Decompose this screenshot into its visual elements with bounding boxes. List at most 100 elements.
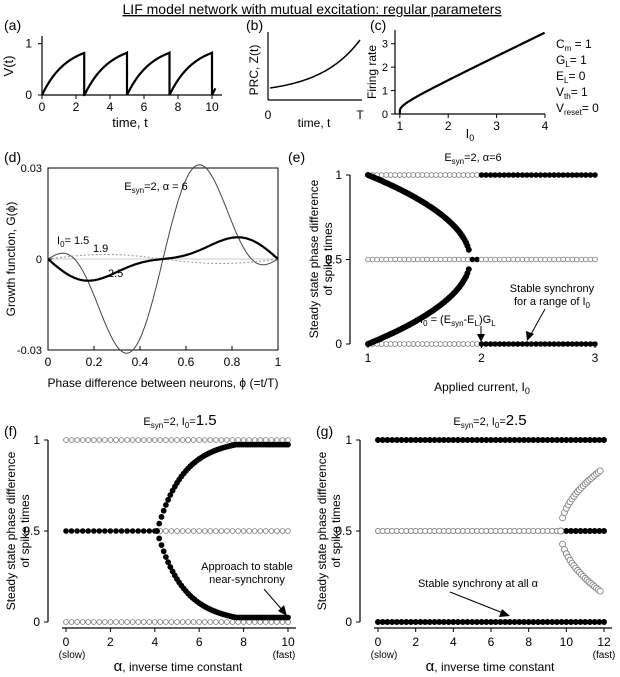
panel-e-point bbox=[474, 341, 480, 347]
panel-c-xtick-label: 3 bbox=[493, 119, 500, 133]
panel-e-xlabel: Applied current, I0 bbox=[434, 380, 530, 396]
panel-e-point bbox=[401, 172, 408, 178]
panel-f-point bbox=[160, 548, 167, 555]
panel-f-point bbox=[68, 528, 75, 534]
panel-e-point bbox=[592, 341, 598, 347]
panel-e-point bbox=[387, 341, 394, 347]
panel-f-point bbox=[207, 528, 214, 534]
panel-f-point bbox=[246, 437, 252, 443]
panel-f-points bbox=[63, 437, 291, 625]
panel-e-point bbox=[428, 256, 435, 263]
panel-e-point bbox=[406, 256, 412, 263]
panel-f-point bbox=[165, 559, 172, 566]
panel-g-xtick-label: 0 bbox=[375, 635, 382, 649]
panel-b: (b) 0 T time, t PRC, Z(t) bbox=[246, 17, 364, 130]
panel-f-point bbox=[129, 528, 136, 534]
panel-e-point bbox=[460, 341, 467, 347]
panel-e-point bbox=[560, 256, 566, 263]
panel-f-point bbox=[174, 437, 180, 443]
panel-f-point bbox=[146, 619, 153, 625]
panel-b-tick-T: T bbox=[356, 108, 364, 122]
panel-e-ytick-label: 1 bbox=[335, 168, 342, 182]
panel-f-point bbox=[224, 528, 230, 534]
panel-e-point bbox=[469, 341, 476, 347]
panel-f-point bbox=[190, 437, 197, 443]
panel-f-ytick-label: 0.5 bbox=[23, 524, 40, 538]
panel-c-ytick-label: 0 bbox=[382, 109, 388, 121]
panel-e-point bbox=[378, 172, 385, 178]
panel-e-point bbox=[560, 172, 566, 178]
panel-f-point bbox=[85, 437, 91, 443]
panel-e-point bbox=[533, 172, 539, 178]
panel-e-point bbox=[424, 256, 430, 263]
panel-e-point bbox=[505, 256, 512, 263]
panel-e-point bbox=[378, 341, 385, 347]
panel-e-point bbox=[578, 256, 585, 263]
panel-e-xtick-label: 1 bbox=[365, 351, 372, 365]
panel-e-point bbox=[564, 172, 571, 178]
panel-e-point bbox=[392, 341, 399, 347]
panel-e-point bbox=[415, 256, 421, 263]
panel-e-point bbox=[546, 256, 553, 263]
panel-f-point bbox=[162, 554, 169, 560]
panel-e-point bbox=[455, 172, 462, 178]
panel-b-prc-curve bbox=[269, 39, 361, 89]
panel-g-arrowhead bbox=[499, 609, 510, 617]
panel-e-point bbox=[519, 172, 526, 178]
panel-f-point bbox=[185, 437, 191, 443]
panel-f-point bbox=[174, 619, 180, 625]
panel-f-point bbox=[268, 528, 275, 534]
panel-f-point bbox=[107, 437, 114, 443]
panel-e-point bbox=[569, 341, 576, 347]
panel-f-point bbox=[235, 437, 241, 443]
panel-e-ytick-label: 0 bbox=[335, 337, 342, 351]
panel-f-point bbox=[74, 528, 80, 534]
panel-e-point bbox=[537, 172, 544, 178]
panel-e-point bbox=[442, 256, 449, 263]
panel-f-point bbox=[285, 441, 291, 448]
panel-e-point bbox=[555, 341, 562, 347]
panel-d-xlabel: Phase difference between neurons, ϕ (=t/… bbox=[48, 376, 279, 390]
panel-f-xtick-label: 10 bbox=[281, 635, 295, 649]
panel-e-point bbox=[510, 341, 517, 347]
panel-e-point bbox=[587, 341, 594, 347]
panel-e-point bbox=[569, 172, 576, 178]
panel-e-point bbox=[583, 172, 589, 178]
panel-f-point bbox=[174, 528, 180, 534]
panel-d-label-2.5: 2.5 bbox=[108, 268, 123, 280]
panel-e-ylabel-1: Steady state phase difference bbox=[307, 179, 321, 338]
panel-e-point bbox=[469, 172, 476, 178]
panel-e-point bbox=[583, 256, 589, 263]
panel-f-point bbox=[279, 437, 286, 443]
panel-e-point bbox=[433, 256, 439, 263]
panel-c-ytick-label: 2 bbox=[382, 62, 388, 74]
panel-e-arrowhead-threshold bbox=[477, 334, 485, 342]
panel-e-point bbox=[564, 341, 571, 347]
panel-f-point bbox=[229, 528, 236, 534]
panel-e-point bbox=[492, 172, 498, 178]
panel-e-point bbox=[401, 341, 408, 347]
panel-f-point bbox=[85, 619, 91, 625]
panel-e-point bbox=[492, 256, 498, 263]
panel-d-annotation: Esyn=2, α = 6 bbox=[124, 181, 187, 195]
panel-e-ytick-label: 0.5 bbox=[325, 253, 342, 267]
panel-f-point bbox=[96, 619, 103, 625]
panel-e-point bbox=[442, 172, 449, 178]
panel-a-label: (a) bbox=[4, 17, 21, 33]
panel-c-xtick-label: 4 bbox=[542, 119, 549, 133]
panel-e-point bbox=[528, 172, 535, 178]
panel-f-point bbox=[129, 619, 136, 625]
panel-d-xtick-label: 1 bbox=[275, 355, 282, 369]
panel-g-point bbox=[601, 619, 608, 626]
panel-e-point bbox=[555, 256, 562, 263]
panel-a-xtick-label: 8 bbox=[175, 100, 182, 114]
panel-e-point bbox=[578, 172, 585, 178]
panel-e-point bbox=[446, 172, 453, 178]
panel-f-xtick-label: 2 bbox=[107, 635, 114, 649]
panel-e-arrowhead-range bbox=[526, 331, 534, 341]
panel-g-ytick-label: 0.5 bbox=[335, 524, 352, 538]
panel-f-point bbox=[124, 528, 130, 534]
panel-d-label-i0-1.5: I0= 1.5 bbox=[57, 235, 89, 249]
panel-f-point bbox=[202, 437, 208, 443]
panel-f-point bbox=[196, 437, 203, 443]
